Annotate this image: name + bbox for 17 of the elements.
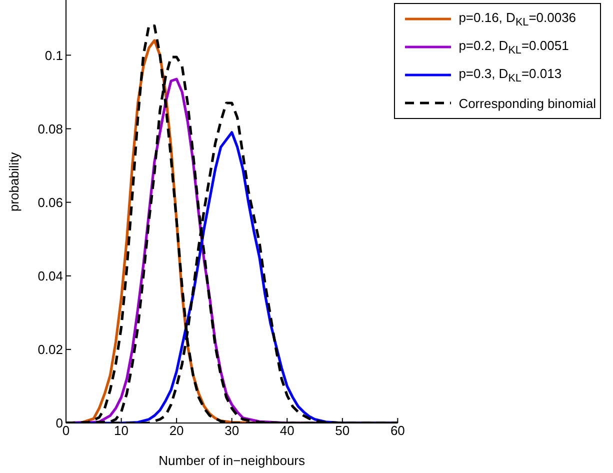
legend-label: p=0.16, D$_{KL}$=0.0036	[458, 10, 576, 28]
y-tick-label: 0.04	[38, 268, 63, 284]
y-tick-label: 0.1	[44, 48, 63, 63]
legend-label: p=0.3, D$_{KL}$=0.013	[458, 66, 562, 84]
x-tick-label: 10	[114, 423, 129, 438]
legend-label: p=0.2, D$_{KL}$=0.0051	[458, 38, 569, 56]
x-tick-label: 60	[390, 423, 405, 438]
y-tick-label: 0.06	[38, 194, 63, 210]
x-axis-title: Number of in−neighbours	[158, 453, 306, 468]
y-tick-label: 0.02	[38, 342, 63, 358]
y-tick-label: 0.08	[38, 121, 63, 136]
x-tick-label: 30	[224, 423, 240, 438]
x-tick-label: 40	[280, 423, 294, 438]
x-tick-label: 50	[335, 423, 350, 438]
x-tick-label: 20	[169, 423, 184, 438]
y-axis-title: probability	[6, 152, 22, 212]
legend-label: Corresponding binomial	[458, 96, 596, 110]
